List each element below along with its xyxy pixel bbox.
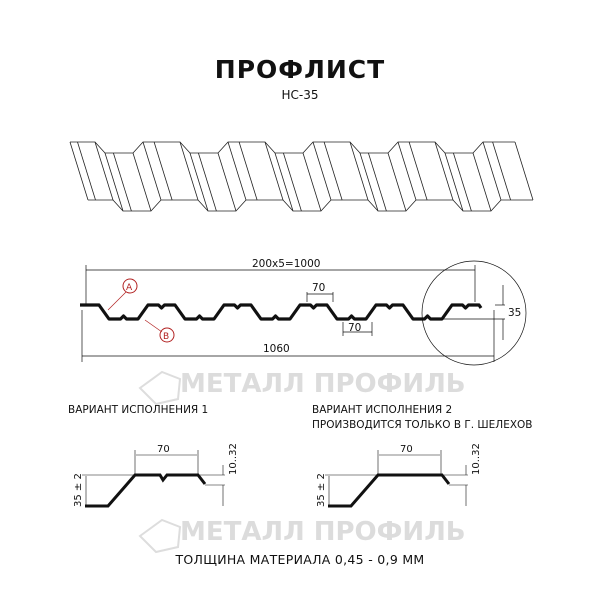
sheet-fold-line — [397, 141, 417, 201]
variant1-height-label: 35 ± 2 — [73, 473, 84, 507]
variant1-width-label: 70 — [157, 444, 170, 455]
bottom-flat-label: 70 — [348, 322, 361, 334]
sheet-rib-line — [153, 141, 173, 201]
variant1-title: ВАРИАНТ ИСПОЛНЕНИЯ 1 — [68, 404, 209, 416]
sheet-rib-line — [453, 152, 472, 212]
height-label: 35 — [508, 307, 521, 319]
variant2-title: ВАРИАНТ ИСПОЛНЕНИЯ 2 — [312, 404, 453, 416]
variant1-edge-label: 10..32 — [228, 443, 239, 475]
sheet-rib-line — [283, 152, 302, 212]
sheet-fold-line — [472, 152, 492, 212]
variant2-edge-label: 10..32 — [471, 443, 482, 475]
page-title: ПРОФЛИСТ — [214, 55, 386, 84]
marker-b-label: B — [163, 332, 169, 342]
watermark-text-1: МЕТАЛЛ ПРОФИЛЬ — [180, 369, 466, 399]
sheet-rib-line — [368, 152, 387, 212]
marker-a-label: A — [126, 283, 133, 293]
sheet-top-edge — [70, 141, 515, 154]
sheet-rib-line — [77, 141, 96, 201]
sheet-rib-line — [198, 152, 217, 212]
detail-circle — [421, 260, 527, 366]
sheet-fold-line — [189, 152, 209, 212]
sheet-fold-line — [274, 152, 294, 212]
watermark-logo-1 — [138, 370, 182, 406]
top-flat-label: 70 — [312, 282, 325, 294]
sheet-fold-line — [217, 152, 237, 212]
marker-b — [159, 327, 175, 343]
sheet-fold-line — [227, 141, 247, 201]
marker-a — [122, 278, 138, 294]
variant2-detail — [325, 450, 468, 508]
sheet-rib-line — [408, 141, 428, 201]
profile-line — [80, 303, 483, 321]
total-width-label: 1060 — [263, 343, 290, 355]
watermark: МЕТАЛЛ ПРОФИЛЬ МЕТАЛЛ ПРОФИЛЬ — [138, 369, 466, 554]
sheet-fold-line — [514, 141, 534, 201]
sheet-fold-line — [302, 152, 322, 212]
material-thickness-note: ТОЛЩИНА МАТЕРИАЛА 0,45 - 0,9 ММ — [175, 552, 425, 567]
variant1-detail — [82, 450, 225, 508]
variant2-note: ПРОИЗВОДИТСЯ ТОЛЬКО В Г. ШЕЛЕХОВ — [312, 419, 533, 431]
sheet-fold-line — [179, 141, 199, 201]
sheet-fold-line — [104, 152, 124, 212]
sheet-fold-line — [387, 152, 407, 212]
profile-section — [80, 260, 527, 366]
page-subtitle: НС-35 — [281, 88, 319, 102]
sheet-fold-line — [142, 141, 162, 201]
pitch-label: 200x5=1000 — [252, 258, 320, 270]
sheet-fold-line — [482, 141, 502, 201]
sheet-fold-line — [434, 141, 454, 201]
sheet-fold-line — [312, 141, 332, 201]
sheet-fold-line — [132, 152, 152, 212]
variant2-height-label: 35 ± 2 — [316, 473, 327, 507]
watermark-text-2: МЕТАЛЛ ПРОФИЛЬ — [180, 517, 466, 547]
variant2-width-label: 70 — [400, 444, 413, 455]
sheet-fold-line — [444, 152, 464, 212]
sheet-rib-line — [238, 141, 258, 201]
sheet-rib-line — [113, 152, 132, 212]
sheet-bottom-edge — [88, 199, 533, 212]
sheet-fold-line — [94, 141, 114, 201]
sheet-fold-line — [69, 141, 89, 201]
sheet-fold-line — [359, 152, 379, 212]
sheet-rib-line — [323, 141, 343, 201]
sheet-fold-line — [264, 141, 284, 201]
sheet-fold-line — [349, 141, 369, 201]
sheet-rib-line — [492, 141, 511, 201]
sheet-3d-illustration — [69, 141, 534, 212]
watermark-logo-2 — [138, 518, 182, 554]
